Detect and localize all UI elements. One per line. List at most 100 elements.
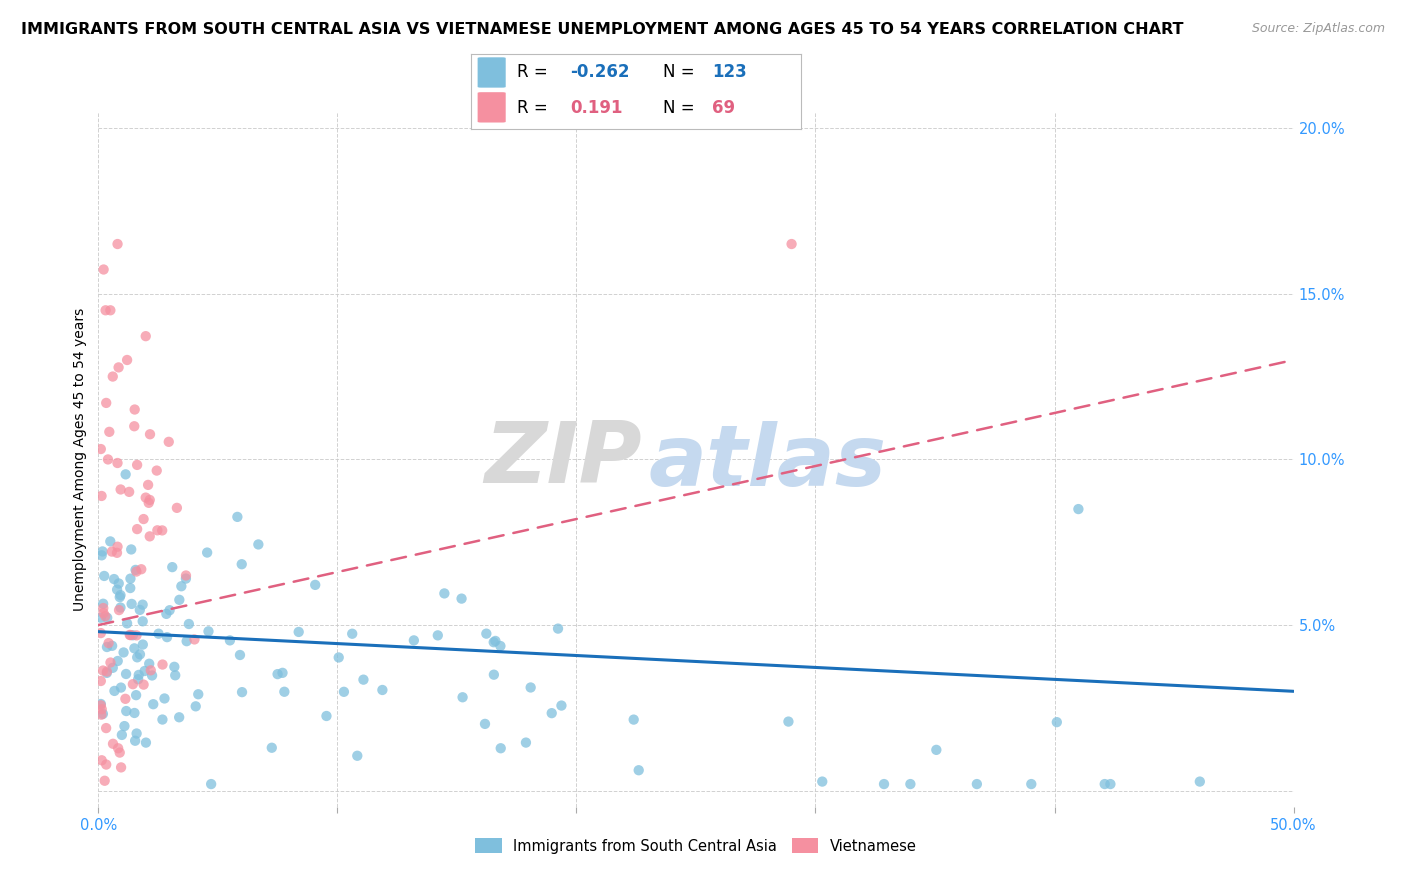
Point — [162, 560, 184, 574]
Point — [1188, 774, 1211, 789]
Point — [110, 760, 132, 774]
Point — [101, 639, 124, 653]
Point — [132, 678, 155, 692]
Point — [135, 491, 157, 505]
Point — [108, 746, 131, 760]
Point — [125, 565, 148, 579]
Point — [129, 562, 152, 576]
Point — [90, 698, 112, 713]
Point — [271, 665, 294, 680]
Point — [482, 635, 505, 649]
Point — [778, 714, 800, 729]
Point — [131, 598, 153, 612]
Point — [231, 685, 253, 699]
Point — [107, 654, 129, 668]
Point — [121, 677, 143, 691]
Text: R =: R = — [517, 63, 548, 81]
Point — [98, 303, 122, 318]
Text: ZIP: ZIP — [485, 417, 643, 501]
Point — [101, 737, 124, 751]
Point — [91, 597, 114, 611]
Point — [108, 590, 131, 604]
Point — [166, 500, 188, 515]
Point — [97, 452, 120, 467]
Point — [90, 702, 112, 716]
Point — [98, 425, 121, 439]
Point — [93, 262, 115, 277]
Point — [138, 496, 160, 510]
Legend: Immigrants from South Central Asia, Vietnamese: Immigrants from South Central Asia, Viet… — [470, 832, 922, 860]
Point — [101, 661, 124, 675]
Point — [120, 542, 142, 557]
Point — [155, 607, 177, 621]
Point — [167, 710, 190, 724]
Point — [101, 544, 124, 558]
Point — [90, 753, 112, 767]
Point — [157, 434, 180, 449]
Point — [287, 624, 309, 639]
FancyBboxPatch shape — [478, 57, 506, 87]
Point — [169, 592, 191, 607]
Point — [127, 650, 149, 665]
Point — [124, 641, 146, 656]
Point — [187, 687, 209, 701]
Point — [115, 353, 138, 368]
Point — [540, 706, 562, 720]
Point — [96, 757, 118, 772]
Point — [120, 572, 142, 586]
Point — [138, 657, 160, 671]
Point — [148, 626, 170, 640]
Point — [134, 664, 156, 678]
Point — [124, 419, 146, 434]
Point — [183, 632, 205, 647]
Text: -0.262: -0.262 — [571, 63, 630, 81]
Point — [128, 603, 150, 617]
Point — [124, 563, 146, 577]
Point — [115, 704, 138, 718]
Point — [247, 537, 270, 551]
Point — [482, 667, 505, 681]
Point — [96, 396, 118, 410]
Point — [105, 582, 128, 597]
Point — [219, 633, 242, 648]
Point — [110, 600, 132, 615]
Point — [127, 458, 149, 472]
Point — [112, 645, 135, 659]
Point — [159, 603, 181, 617]
Point — [925, 743, 948, 757]
Point — [371, 683, 394, 698]
Point — [226, 509, 249, 524]
Point — [515, 736, 537, 750]
Point — [1019, 777, 1042, 791]
Point — [139, 427, 162, 442]
Point — [90, 442, 112, 456]
Point — [129, 648, 152, 662]
Point — [519, 681, 541, 695]
Point — [627, 763, 650, 777]
Text: 123: 123 — [713, 63, 747, 81]
Point — [90, 626, 112, 640]
Point — [231, 558, 253, 572]
Point — [342, 626, 364, 640]
Point — [90, 489, 112, 503]
Point — [91, 544, 114, 558]
Text: atlas: atlas — [648, 421, 886, 504]
Point — [163, 660, 186, 674]
Point — [142, 697, 165, 711]
Point — [550, 698, 572, 713]
Point — [90, 697, 112, 711]
Point — [152, 657, 174, 672]
Point — [156, 630, 179, 644]
Point — [90, 707, 112, 722]
Point — [96, 640, 118, 654]
Point — [1094, 777, 1116, 791]
Point — [110, 483, 132, 497]
Point — [315, 709, 337, 723]
Point — [90, 549, 112, 563]
Point — [135, 736, 157, 750]
Point — [114, 467, 136, 482]
Point — [1099, 777, 1122, 791]
Point — [98, 534, 121, 549]
Point — [184, 699, 207, 714]
Point — [96, 665, 118, 680]
